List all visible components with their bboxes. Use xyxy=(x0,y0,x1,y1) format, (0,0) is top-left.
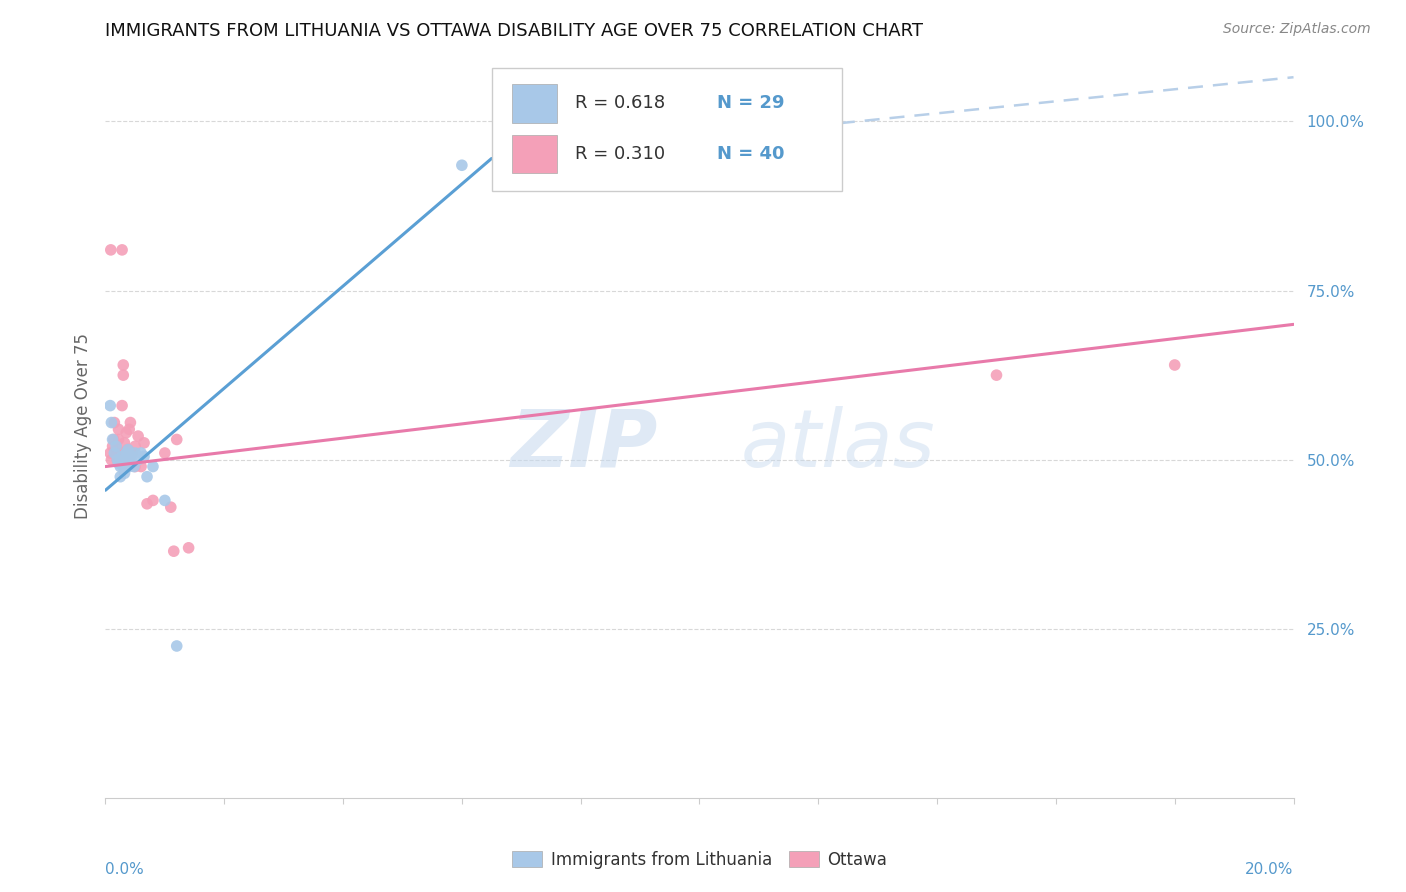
Point xyxy=(115,452,138,467)
Point xyxy=(112,368,135,383)
Point xyxy=(101,433,124,447)
Point xyxy=(103,433,125,447)
Point xyxy=(105,439,128,453)
FancyBboxPatch shape xyxy=(512,135,557,173)
Point xyxy=(98,446,121,460)
Text: atlas: atlas xyxy=(741,406,936,483)
Point xyxy=(110,459,132,474)
Point xyxy=(103,446,125,460)
Point xyxy=(105,446,128,460)
Point xyxy=(114,467,136,481)
Point xyxy=(129,459,152,474)
Point xyxy=(111,446,134,460)
Text: IMMIGRANTS FROM LITHUANIA VS OTTAWA DISABILITY AGE OVER 75 CORRELATION CHART: IMMIGRANTS FROM LITHUANIA VS OTTAWA DISA… xyxy=(105,22,924,40)
Point xyxy=(177,541,200,555)
Point xyxy=(120,416,142,430)
Point xyxy=(117,442,139,457)
Point xyxy=(100,416,122,430)
Point xyxy=(110,469,132,483)
Point xyxy=(107,456,129,470)
Point xyxy=(112,452,135,467)
Point xyxy=(101,439,124,453)
Point xyxy=(1164,358,1187,372)
Point xyxy=(136,469,159,483)
Text: R = 0.310: R = 0.310 xyxy=(575,145,665,163)
FancyBboxPatch shape xyxy=(512,84,557,123)
Point xyxy=(124,439,146,453)
Point xyxy=(121,446,143,460)
Point xyxy=(163,544,186,558)
Point xyxy=(100,243,122,257)
Point xyxy=(120,452,142,467)
Point xyxy=(450,158,472,172)
Point xyxy=(122,459,145,474)
Point xyxy=(111,399,134,413)
Point xyxy=(124,459,146,474)
Point xyxy=(127,452,149,467)
Point xyxy=(114,435,136,450)
Point xyxy=(118,452,141,467)
Text: 0.0%: 0.0% xyxy=(105,862,145,877)
Point xyxy=(107,433,129,447)
Text: 20.0%: 20.0% xyxy=(1246,862,1294,877)
Point xyxy=(110,452,132,467)
Point xyxy=(112,459,135,474)
Point xyxy=(115,446,138,460)
Point xyxy=(118,459,141,474)
Point xyxy=(118,422,141,436)
Point xyxy=(166,433,188,447)
Point xyxy=(153,493,176,508)
Text: ZIP: ZIP xyxy=(510,406,658,483)
Point xyxy=(105,442,128,457)
Point xyxy=(112,358,135,372)
Point xyxy=(98,399,121,413)
Text: Source: ZipAtlas.com: Source: ZipAtlas.com xyxy=(1223,22,1371,37)
Point xyxy=(132,450,155,464)
Point xyxy=(117,442,139,457)
Point xyxy=(153,446,176,460)
Point xyxy=(115,425,138,440)
Point xyxy=(105,452,128,467)
Point xyxy=(121,450,143,464)
Point xyxy=(986,368,1008,383)
Point xyxy=(107,422,129,436)
Y-axis label: Disability Age Over 75: Disability Age Over 75 xyxy=(73,333,91,519)
Legend: Immigrants from Lithuania, Ottawa: Immigrants from Lithuania, Ottawa xyxy=(506,845,893,876)
Point xyxy=(132,435,155,450)
Text: N = 40: N = 40 xyxy=(717,145,785,163)
Point xyxy=(103,416,125,430)
Text: R = 0.618: R = 0.618 xyxy=(575,95,665,112)
Point xyxy=(166,639,188,653)
Point xyxy=(129,446,152,460)
Point xyxy=(124,446,146,460)
Point xyxy=(105,452,128,467)
Point xyxy=(111,243,134,257)
Point xyxy=(142,493,165,508)
Point xyxy=(159,500,181,515)
Point xyxy=(114,446,136,460)
Point xyxy=(142,459,165,474)
Point xyxy=(110,446,132,460)
Point xyxy=(111,450,134,464)
Text: N = 29: N = 29 xyxy=(717,95,785,112)
FancyBboxPatch shape xyxy=(492,69,842,191)
Point xyxy=(100,452,122,467)
Point xyxy=(127,429,149,443)
Point xyxy=(136,497,159,511)
